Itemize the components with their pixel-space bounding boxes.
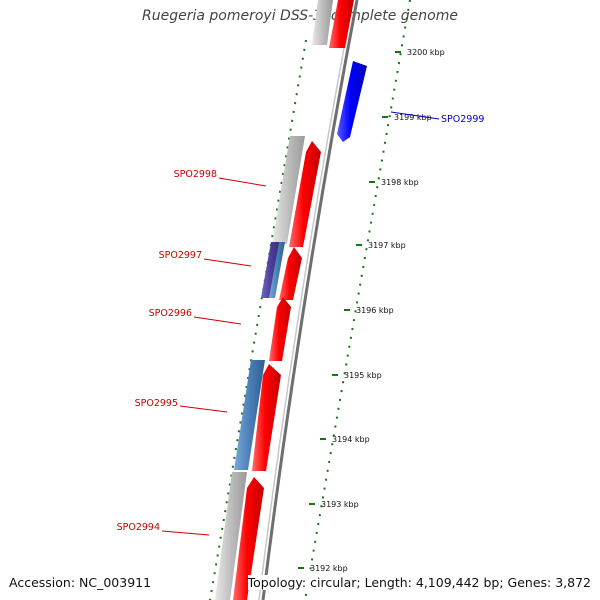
cds-arrow-spo2996 — [269, 297, 291, 361]
grey-feature-spo2998 — [272, 136, 305, 244]
steel-feature-spo2997 — [269, 242, 285, 298]
gene-label-leader — [218, 177, 267, 187]
kbp-tick-label: 3200 kbp — [407, 48, 445, 57]
cds-arrow-spo2997 — [279, 247, 302, 300]
purple-feature-spo2997 — [261, 242, 280, 298]
grey-feature-top — [312, 0, 333, 45]
kbp-tick-label: 3197 kbp — [368, 241, 406, 250]
gene-label-spo2995: SPO2995 — [135, 398, 178, 409]
kbp-tick-label: 3193 kbp — [321, 500, 359, 509]
cds-arrow-spo2999 — [337, 61, 367, 142]
grey-feature-spo2994 — [215, 472, 247, 600]
gene-label-spo2996: SPO2996 — [149, 308, 192, 319]
cds-arrow-spo2994 — [233, 477, 264, 600]
gene-labels: SPO2999 SPO2998 SPO2997 SPO2996 SPO2995 SPO29… — [117, 111, 484, 536]
accession-text: Accession: NC_003911 — [9, 575, 152, 590]
kbp-tick-label: 3199 kbp — [394, 113, 432, 122]
kbp-tick-label: 3195 kbp — [344, 371, 382, 380]
gene-label-leader — [203, 258, 252, 267]
cds-arrow-spo2998 — [289, 141, 321, 247]
backbone-arc-outer — [261, 0, 359, 600]
gene-label-leader — [193, 316, 242, 325]
cds-arrow-spo2995 — [252, 364, 281, 471]
backbone-arc-inner — [258, 0, 354, 600]
kbp-tick-label: 3194 kbp — [332, 435, 370, 444]
gene-label-leader — [390, 111, 440, 120]
map-title: Ruegeria pomeroyi DSS-3, complete genome — [142, 8, 458, 24]
kbp-tick-label: 3192 kbp — [310, 564, 348, 573]
genome-summary-text: Topology: circular; Length: 4,109,442 bp… — [247, 575, 591, 590]
kbp-ticks: 3200 kbp 3199 kbp 3198 kbp 3197 kbp 3196 kbp… — [298, 48, 445, 573]
kbp-tick-label: 3198 kbp — [381, 178, 419, 187]
gene-label-spo2997: SPO2997 — [159, 250, 202, 261]
gene-label-leader — [161, 530, 210, 536]
gene-label-leader — [179, 405, 228, 413]
kbp-tick-label: 3196 kbp — [356, 306, 394, 315]
gene-label-spo2999: SPO2999 — [441, 114, 484, 125]
gene-label-spo2998: SPO2998 — [174, 169, 217, 180]
cds-arrow-top — [329, 0, 354, 48]
steel-feature-spo2995 — [234, 360, 265, 470]
gene-label-spo2994: SPO2994 — [117, 522, 160, 533]
